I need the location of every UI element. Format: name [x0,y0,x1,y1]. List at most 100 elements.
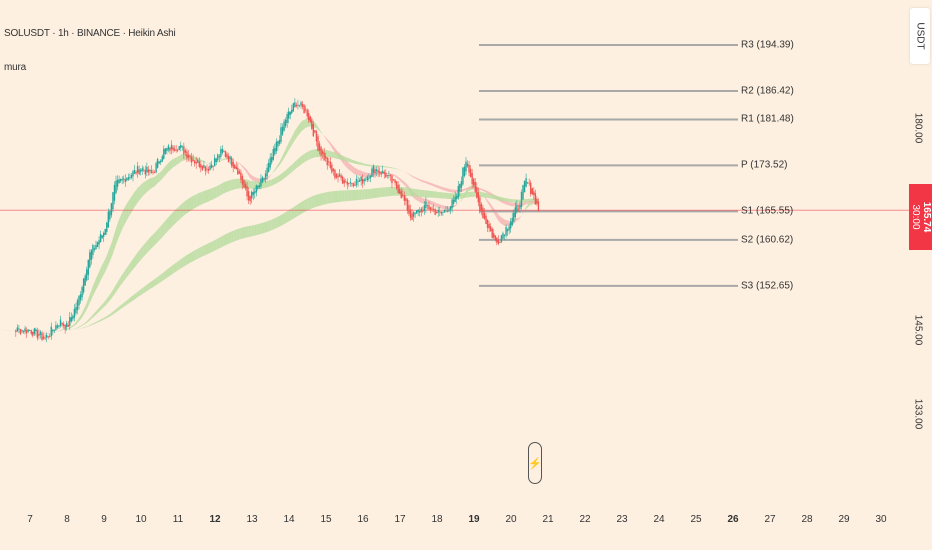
slow-ma-band [316,194,318,207]
candle-body [126,178,128,181]
medium-ma-band [80,324,83,327]
medium-ma-band [220,183,223,196]
slow-ma-band [301,201,303,215]
fast-ma-band [274,166,277,171]
pivot-label-r2: R2 (186.42) [741,85,794,97]
candle-body [218,156,221,158]
slow-ma-band [256,224,258,236]
slow-ma-band [334,190,337,203]
slow-ma-band [253,224,255,237]
slow-ma-band [203,244,206,256]
candle-body [116,179,119,187]
slow-ma-band [469,191,471,198]
fast-ma-band [48,333,50,335]
fast-ma-band [240,164,243,168]
candle-body [321,151,324,154]
candle-body [203,165,205,168]
candle-body [195,161,197,164]
medium-ma-band [338,153,340,160]
medium-ma-band [253,181,255,189]
slow-ma-band [176,261,178,272]
slow-ma-band [217,237,220,250]
candle-body [536,198,538,204]
medium-ma-band [205,189,207,203]
candle-body [312,124,315,137]
medium-ma-band [109,292,112,301]
candle-body [435,212,438,214]
currency-unit-button[interactable]: USDT [910,8,930,64]
slow-ma-band [330,191,332,204]
candle-body [76,300,79,311]
slow-ma-band [499,196,502,201]
fast-ma-band [169,160,172,171]
candle-body [61,322,63,325]
medium-ma-band [396,168,399,170]
slow-ma-band [421,189,423,198]
medium-ma-band [216,185,218,198]
medium-ma-band [210,188,212,201]
candle-body [380,172,382,175]
medium-ma-band [94,311,96,317]
candle-body [221,149,224,153]
medium-ma-band [334,152,337,159]
medium-ma-band [157,227,160,243]
candle-body [335,173,338,178]
indicator-label[interactable]: mura [4,62,26,73]
slow-ma-band [473,191,476,197]
slow-ma-band [512,199,514,203]
x-tick-label: 7 [27,514,33,525]
slow-ma-band [442,192,445,199]
slow-ma-band [361,189,363,200]
candle-body [200,164,202,168]
medium-ma-band [307,151,309,161]
slow-ma-band [408,187,411,197]
candle-body [406,199,409,211]
lightning-icon[interactable]: ⚡ [528,442,542,484]
slow-ma-band [288,209,291,222]
slow-ma-band [145,284,147,293]
slow-ma-band [324,192,326,205]
fast-ma-band [273,169,275,173]
slow-ma-band [486,192,488,198]
medium-ma-band [287,167,289,177]
slow-ma-band [174,262,177,273]
medium-ma-band [455,189,457,193]
fast-ma-band [502,218,505,226]
pivot-lines [479,43,738,287]
slow-ma-band [271,218,274,231]
medium-ma-band [462,188,465,192]
slow-ma-band [117,306,120,312]
candle-body [275,141,278,152]
slow-ma-band [507,198,510,202]
fast-ma-band [361,170,363,177]
medium-ma-band [105,298,107,306]
fast-ma-band [100,265,103,281]
candle-body [411,213,413,220]
fast-ma-band [123,206,126,227]
candle-body [496,237,498,243]
slow-ma-band [160,273,163,283]
candle-body [329,161,332,168]
medium-ma-band [140,246,143,261]
fast-ma-band [233,159,235,161]
medium-ma-band [509,201,511,206]
fast-ma-band [250,173,252,180]
candle-body [471,172,473,185]
symbol-title[interactable]: SOLUSDT · 1h · BINANCE · Heikin Ashi [4,28,176,39]
candle-body [226,154,228,158]
candle-body [73,308,76,318]
slow-ma-band [108,313,110,318]
slow-ma-band [527,198,530,202]
candle-body [525,178,527,187]
candle-body [98,240,100,245]
slow-ma-band [341,190,343,202]
fast-ma-band [196,157,198,161]
candle-body [213,157,216,167]
slow-ma-band [123,301,126,307]
candle-body [429,207,432,211]
medium-ma-band [410,174,413,177]
candle-body [506,229,509,232]
candle-body [64,324,66,330]
candle-body [528,182,530,184]
